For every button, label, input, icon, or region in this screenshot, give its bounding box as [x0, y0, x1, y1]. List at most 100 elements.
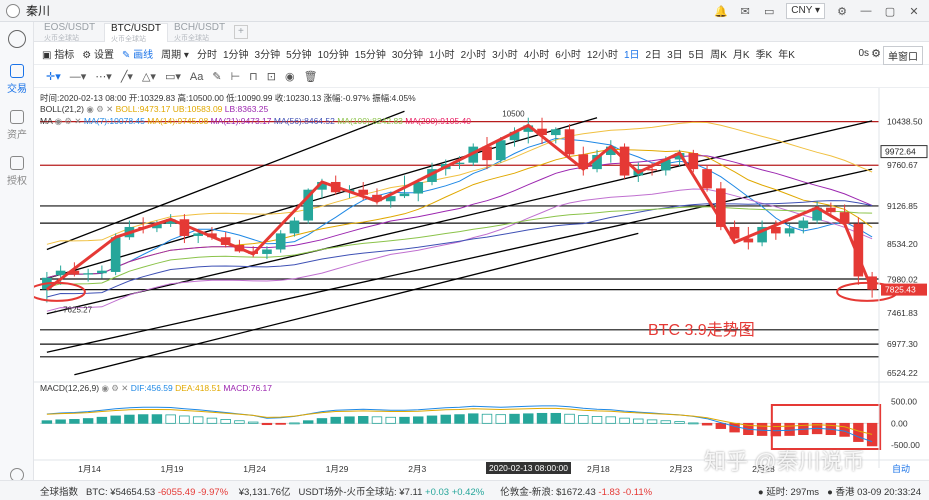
trendline-tool-icon[interactable]: ╱▾ — [120, 71, 133, 83]
macd-bar — [591, 415, 603, 424]
macd-bar — [550, 412, 561, 424]
macd-bar — [371, 416, 383, 424]
indicator-button[interactable]: ▣ 指标 — [42, 50, 75, 61]
drawing-toolbar: ✛▾ —▾ ⋯▾ ╱▾ △▾ ▭▾ Aa ✎ ⊢ ⊓ ⊡ ◉ 🗑 — [34, 66, 929, 88]
ma-label: MA — [40, 116, 53, 126]
trash-tool-icon[interactable]: 🗑 — [303, 71, 318, 83]
close-icon[interactable]: ✕ — [909, 5, 919, 18]
period-5[interactable]: 15分钟 — [354, 50, 386, 61]
candlestick-chart[interactable]: 10438.50 9760.67 9126.85 8534.20 7980.02 7461… — [34, 88, 929, 480]
trade-icon — [10, 64, 24, 78]
tab-eos-usdt[interactable]: EOS/USDT 火币全球站 — [38, 22, 101, 43]
macd-bar — [165, 414, 176, 424]
x-tick-label: 1月19 — [161, 464, 184, 474]
period-6[interactable]: 30分钟 — [391, 50, 424, 61]
period-7[interactable]: 1小时 — [429, 50, 455, 61]
period-3[interactable]: 5分钟 — [286, 50, 312, 61]
macd-bar — [715, 422, 727, 429]
brush-tool-icon[interactable]: ✎ — [212, 71, 222, 83]
window-title: 秦川 — [26, 4, 51, 18]
period-14[interactable]: 2日 — [645, 50, 662, 61]
clock: ● 香港 03-09 20:33:24 — [827, 486, 921, 498]
candle-body — [413, 181, 424, 194]
sidebar-logo[interactable] — [0, 30, 34, 50]
gear-icon[interactable]: ⚙ — [871, 48, 881, 60]
period-label: 周期 — [161, 50, 182, 61]
period-20[interactable]: 年K — [778, 50, 795, 61]
settings-icon[interactable]: ⚙ — [837, 5, 847, 18]
candle-body — [495, 140, 506, 161]
draw-button[interactable]: ✎ 画线 — [121, 50, 154, 61]
period-0[interactable]: 分时 — [196, 50, 217, 61]
add-tab-label: + — [238, 26, 244, 37]
text-tool-icon[interactable]: Aa — [189, 70, 204, 83]
currency-select[interactable]: CNY ▾ — [786, 3, 825, 19]
tab-label: EOS/USDT — [44, 22, 96, 33]
period-4[interactable]: 10分钟 — [317, 50, 349, 61]
chart-area[interactable]: 10438.50 9760.67 9126.85 8534.20 7980.02 7461… — [34, 88, 929, 500]
rect-tool-icon[interactable]: ▭▾ — [164, 71, 181, 83]
moving-average-line — [46, 188, 873, 312]
period-13[interactable]: 1日 — [623, 50, 640, 61]
window-mode-button[interactable]: 单窗口 — [883, 46, 923, 65]
eye-icon[interactable]: ◉ ⚙ ✕ — [86, 104, 116, 114]
period-17[interactable]: 周K — [710, 50, 727, 61]
sidebar-item-trade[interactable]: 交易 — [0, 64, 34, 95]
add-tab-button[interactable]: + — [234, 25, 248, 39]
triangle-tool-icon[interactable]: △▾ — [141, 71, 156, 83]
boll-info: BOLL(21,2) ◉ ⚙ ✕ BOLL:9473.17 UB:10583.0… — [40, 104, 268, 115]
candle-body — [757, 226, 767, 243]
lock-tool-icon[interactable]: ⊡ — [266, 71, 276, 83]
macd-bar — [41, 420, 53, 424]
period-8[interactable]: 2小时 — [460, 50, 487, 61]
bell-icon[interactable]: 🔔 — [714, 5, 729, 18]
period-16[interactable]: 5日 — [688, 50, 705, 61]
channel-tool-icon[interactable]: ⋯▾ — [95, 71, 112, 83]
eye-tool-icon[interactable]: ◉ — [284, 71, 295, 83]
candle-body — [605, 146, 616, 155]
ohlc-info: 时间:2020-02-13 08:00 开:10329.83 高:10500.0… — [40, 93, 416, 103]
period-10[interactable]: 4小时 — [523, 50, 550, 61]
macd-bar — [413, 416, 424, 424]
crosshair-tool-icon[interactable]: ✛▾ — [46, 71, 61, 83]
macd-bar — [674, 421, 685, 424]
period-12[interactable]: 12小时 — [586, 50, 618, 61]
maximize-icon[interactable]: ▢ — [884, 5, 896, 18]
eye-icon[interactable]: ◉ ⚙ ✕ — [54, 116, 84, 126]
period-2[interactable]: 3分钟 — [254, 50, 281, 61]
period-1[interactable]: 1分钟 — [222, 50, 249, 61]
mail-icon[interactable]: ✉ — [740, 5, 750, 18]
ticker-gold[interactable]: 伦敦金-新浪: $1672.43 -1.83 -0.11% — [500, 486, 653, 498]
price-tag — [881, 283, 927, 296]
tab-sub: 火币全球站 — [174, 35, 209, 42]
period-9[interactable]: 3小时 — [492, 50, 518, 61]
auto-scale-button[interactable]: 自动 — [892, 464, 911, 474]
macd-bar — [330, 416, 341, 424]
macd-bar — [756, 422, 768, 436]
period-select[interactable]: 周期 ▾ — [161, 50, 189, 61]
eye-icon[interactable]: ◉ ⚙ ✕ — [101, 383, 131, 393]
period-19[interactable]: 季K — [755, 50, 773, 61]
ticker-btc[interactable]: BTC: ¥54654.53 -6055.49 -9.97% ¥3,131.76… — [86, 486, 291, 498]
minimize-icon[interactable]: — — [860, 5, 872, 17]
magnet-tool-icon[interactable]: ⊓ — [249, 71, 258, 83]
macd-bar — [385, 416, 396, 424]
ticker-usdt[interactable]: USDT场外-火币全球站: ¥7.11 +0.03 +0.42% — [298, 486, 485, 498]
candle-body — [798, 220, 809, 229]
chat-icon[interactable]: ▭ — [764, 5, 775, 18]
tab-bch-usdt[interactable]: BCH/USDT 火币全球站 — [168, 23, 231, 43]
price-tag-label: 9972.64 — [885, 147, 916, 157]
period-11[interactable]: 6小时 — [555, 50, 581, 61]
period-15[interactable]: 3日 — [667, 50, 683, 61]
candle-body — [262, 249, 272, 254]
hline-tool-icon[interactable]: —▾ — [69, 71, 87, 83]
tab-btc-usdt[interactable]: BTC/USDT 火币全球站 — [104, 23, 168, 43]
macd-dea-line — [46, 407, 873, 435]
measure-tool-icon[interactable]: ⊢ — [230, 71, 241, 83]
macd-bar — [605, 416, 617, 424]
sidebar-item-assets[interactable]: 资产 — [0, 110, 34, 141]
settings-button[interactable]: ⚙ 设置 — [82, 50, 114, 61]
period-18[interactable]: 月K — [732, 50, 750, 61]
macd-bar — [564, 413, 575, 424]
sidebar-item-auth[interactable]: 授权 — [0, 156, 34, 187]
